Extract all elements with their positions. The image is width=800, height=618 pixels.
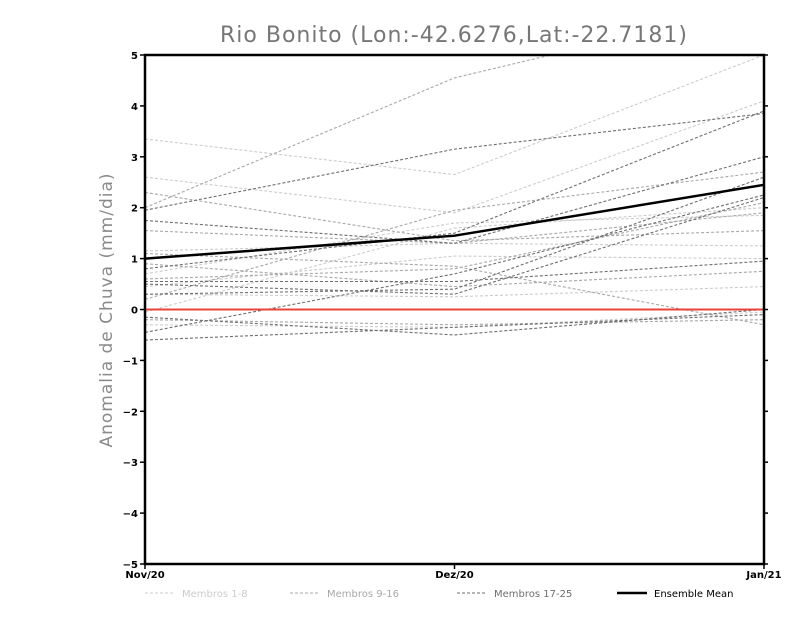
member-line-19 [145,110,764,270]
y-tick-label: 2 [131,204,138,215]
x-tick-label: Jan/21 [745,570,781,581]
y-tick-label: −2 [123,407,138,418]
y-tick-label: 0 [131,306,138,317]
member-line-4 [145,286,764,298]
y-tick-label: −3 [123,458,138,469]
y-tick-label: −1 [123,356,138,367]
legend: Membros 1-8 Membros 9-16 Membros 17-25 Ense… [145,589,733,600]
tick-layer: −5 −4 −3 −2 −1 0 1 2 3 4 5 Nov/20 Dez/20 Jan/21 [123,51,782,581]
member-line-24 [145,308,764,336]
member-line-17 [145,112,764,211]
member-line-5 [145,207,764,313]
member-line-21 [145,196,764,295]
member-line-7 [145,311,764,328]
member-line-12 [145,319,764,326]
y-axis-label: Anomalia de Chuva (mm/dia) [97,172,117,447]
member-line-14 [145,212,764,244]
member-line-16 [145,263,764,288]
member-line-18 [145,156,764,244]
member-line-2 [145,100,764,214]
member-line-3 [145,242,764,252]
legend-label-2: Membros 9-16 [327,589,399,600]
legend-label-4: Ensemble Mean [654,589,733,600]
x-tick-label: Nov/20 [125,570,164,581]
y-tick-label: 5 [131,51,138,62]
x-tick-label: Dez/20 [435,570,474,581]
series-layer [145,55,764,341]
member-line-20 [145,260,764,283]
chart-title: Rio Bonito (Lon:-42.6276,Lat:-22.7181) [220,23,688,48]
member-line-6 [145,214,764,275]
y-tick-label: 4 [131,102,138,113]
ensemble-mean-line [145,183,764,260]
y-tick-label: 3 [131,153,138,164]
member-line-13 [145,202,764,280]
member-line-1 [145,55,764,176]
y-tick-label: −4 [123,509,138,520]
member-line-15 [145,55,553,209]
member-line-23 [145,314,764,341]
y-tick-label: 1 [131,255,138,266]
y-tick-label: −5 [123,560,138,571]
legend-label-1: Membros 1-8 [182,589,248,600]
member-line-11 [145,171,764,300]
member-line-22 [145,194,764,333]
member-line-8 [145,255,764,288]
legend-label-3: Membros 17-25 [494,589,572,600]
